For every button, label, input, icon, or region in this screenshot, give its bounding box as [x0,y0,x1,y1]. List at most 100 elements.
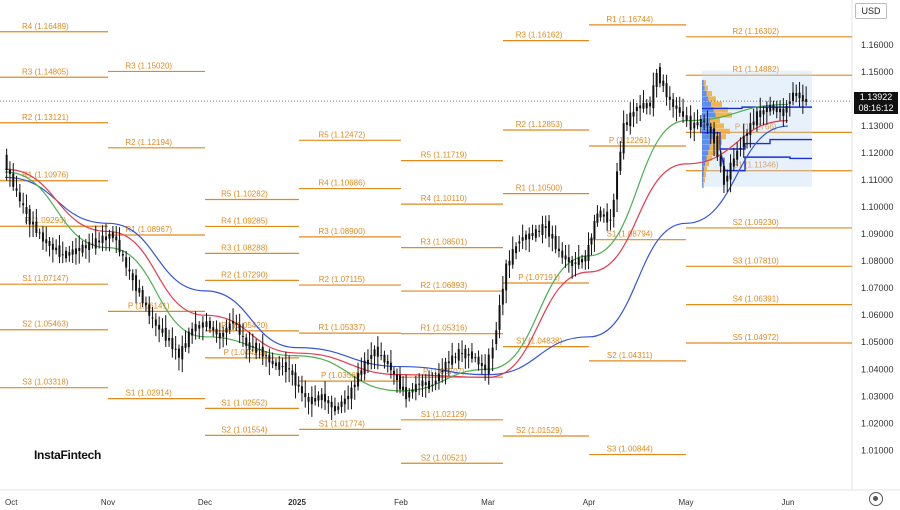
pivot-label: P (1.09293) [25,216,67,225]
candle-body [91,243,94,245]
volume-profile-bar [702,80,704,86]
candle-body [495,330,498,344]
candle-body [94,238,97,249]
candle-body [498,305,501,330]
candle-body [241,335,244,337]
candle-body [557,248,560,252]
candle-body [451,355,454,365]
volume-profile-bar [711,101,722,107]
candle-body [135,275,138,291]
pivot-label: S1 (1.02552) [221,398,268,407]
candle-body [405,387,408,400]
candle-body [261,346,264,357]
candle-body [353,384,356,388]
candle-body [350,387,353,399]
candle-body [447,361,450,364]
candle-body [645,103,648,109]
gear-icon[interactable] [869,492,883,506]
candle-body [477,356,480,365]
volume-profile-bar [702,166,705,172]
currency-selector[interactable]: USD [855,3,887,19]
candle-body [464,348,467,359]
volume-profile-bar [703,171,706,178]
candle-body [101,235,104,243]
candle-body [314,398,317,402]
candle-body [544,226,547,229]
candle-body [590,237,593,245]
candle-body [251,346,254,348]
volume-profile-bar [702,101,711,107]
pivot-label: R5 (1.10282) [221,189,268,198]
candle-body [278,362,281,370]
volume-profile-bar [703,177,705,183]
candle-body [658,67,661,84]
volume-profile-bar [708,150,716,156]
candle-body [606,211,609,223]
candle-body [268,354,271,363]
candle-body [51,243,54,250]
candle-body [380,355,383,357]
candle-body [491,347,494,359]
candle-body [444,361,447,372]
candle-body [752,121,755,125]
candle-body [581,258,584,263]
candle-body [587,245,590,261]
candle-body [696,122,699,126]
candle-body [161,328,164,333]
candle-body [55,247,58,251]
candle-body [144,302,147,306]
volume-profile-bar [702,171,704,178]
candle-body [84,245,87,249]
candle-body [232,321,235,324]
candle-body [655,72,658,87]
ma-slow-line [4,125,789,376]
ma-fast-line [4,103,789,392]
candle-body [395,374,398,381]
price-tick-label: 1.01000 [861,445,894,455]
candle-body [284,362,287,373]
candle-body [703,120,706,122]
time-tick-label: Mar [481,498,495,507]
candle-body [467,354,470,356]
candle-body [291,370,294,376]
pivot-label: P (1.12261) [609,136,651,145]
pivot-label: R4 (1.09285) [221,216,268,225]
volume-profile-bar [702,161,706,167]
candle-body [421,380,424,387]
candle-body [41,232,44,242]
time-tick-label: Oct [5,498,18,507]
pivot-label: R2 (1.12853) [516,120,563,129]
candle-body [689,115,692,130]
volume-profile-bar [703,80,706,86]
candle-body [713,128,716,144]
price-tick-label: 1.06000 [861,310,894,320]
volume-profile-bar [702,90,707,97]
candle-body [682,111,685,117]
price-tick-label: 1.12000 [861,148,894,158]
volume-profile-bar [710,117,720,124]
candle-body [38,232,41,234]
candle-body [622,123,625,154]
candle-body [685,115,688,121]
candle-body [521,237,524,241]
candle-body [722,165,725,185]
candle-body [772,104,775,111]
candle-body [732,158,735,167]
price-tick-label: 1.04000 [861,364,894,374]
value-area-line [702,132,812,150]
candle-body [74,248,77,255]
candle-body [639,105,642,109]
candle-body [716,135,719,157]
candle-body [108,233,111,239]
candle-body [454,356,457,358]
pivot-label: P (1.03560) [321,371,363,380]
candle-body [245,337,248,346]
candle-body [68,252,71,256]
pivot-label: S2 (1.01554) [221,425,268,434]
candle-body [551,234,554,239]
candle-body [174,348,177,350]
candle-body [609,219,612,221]
candle-body [347,396,350,400]
candle-body [324,393,327,402]
